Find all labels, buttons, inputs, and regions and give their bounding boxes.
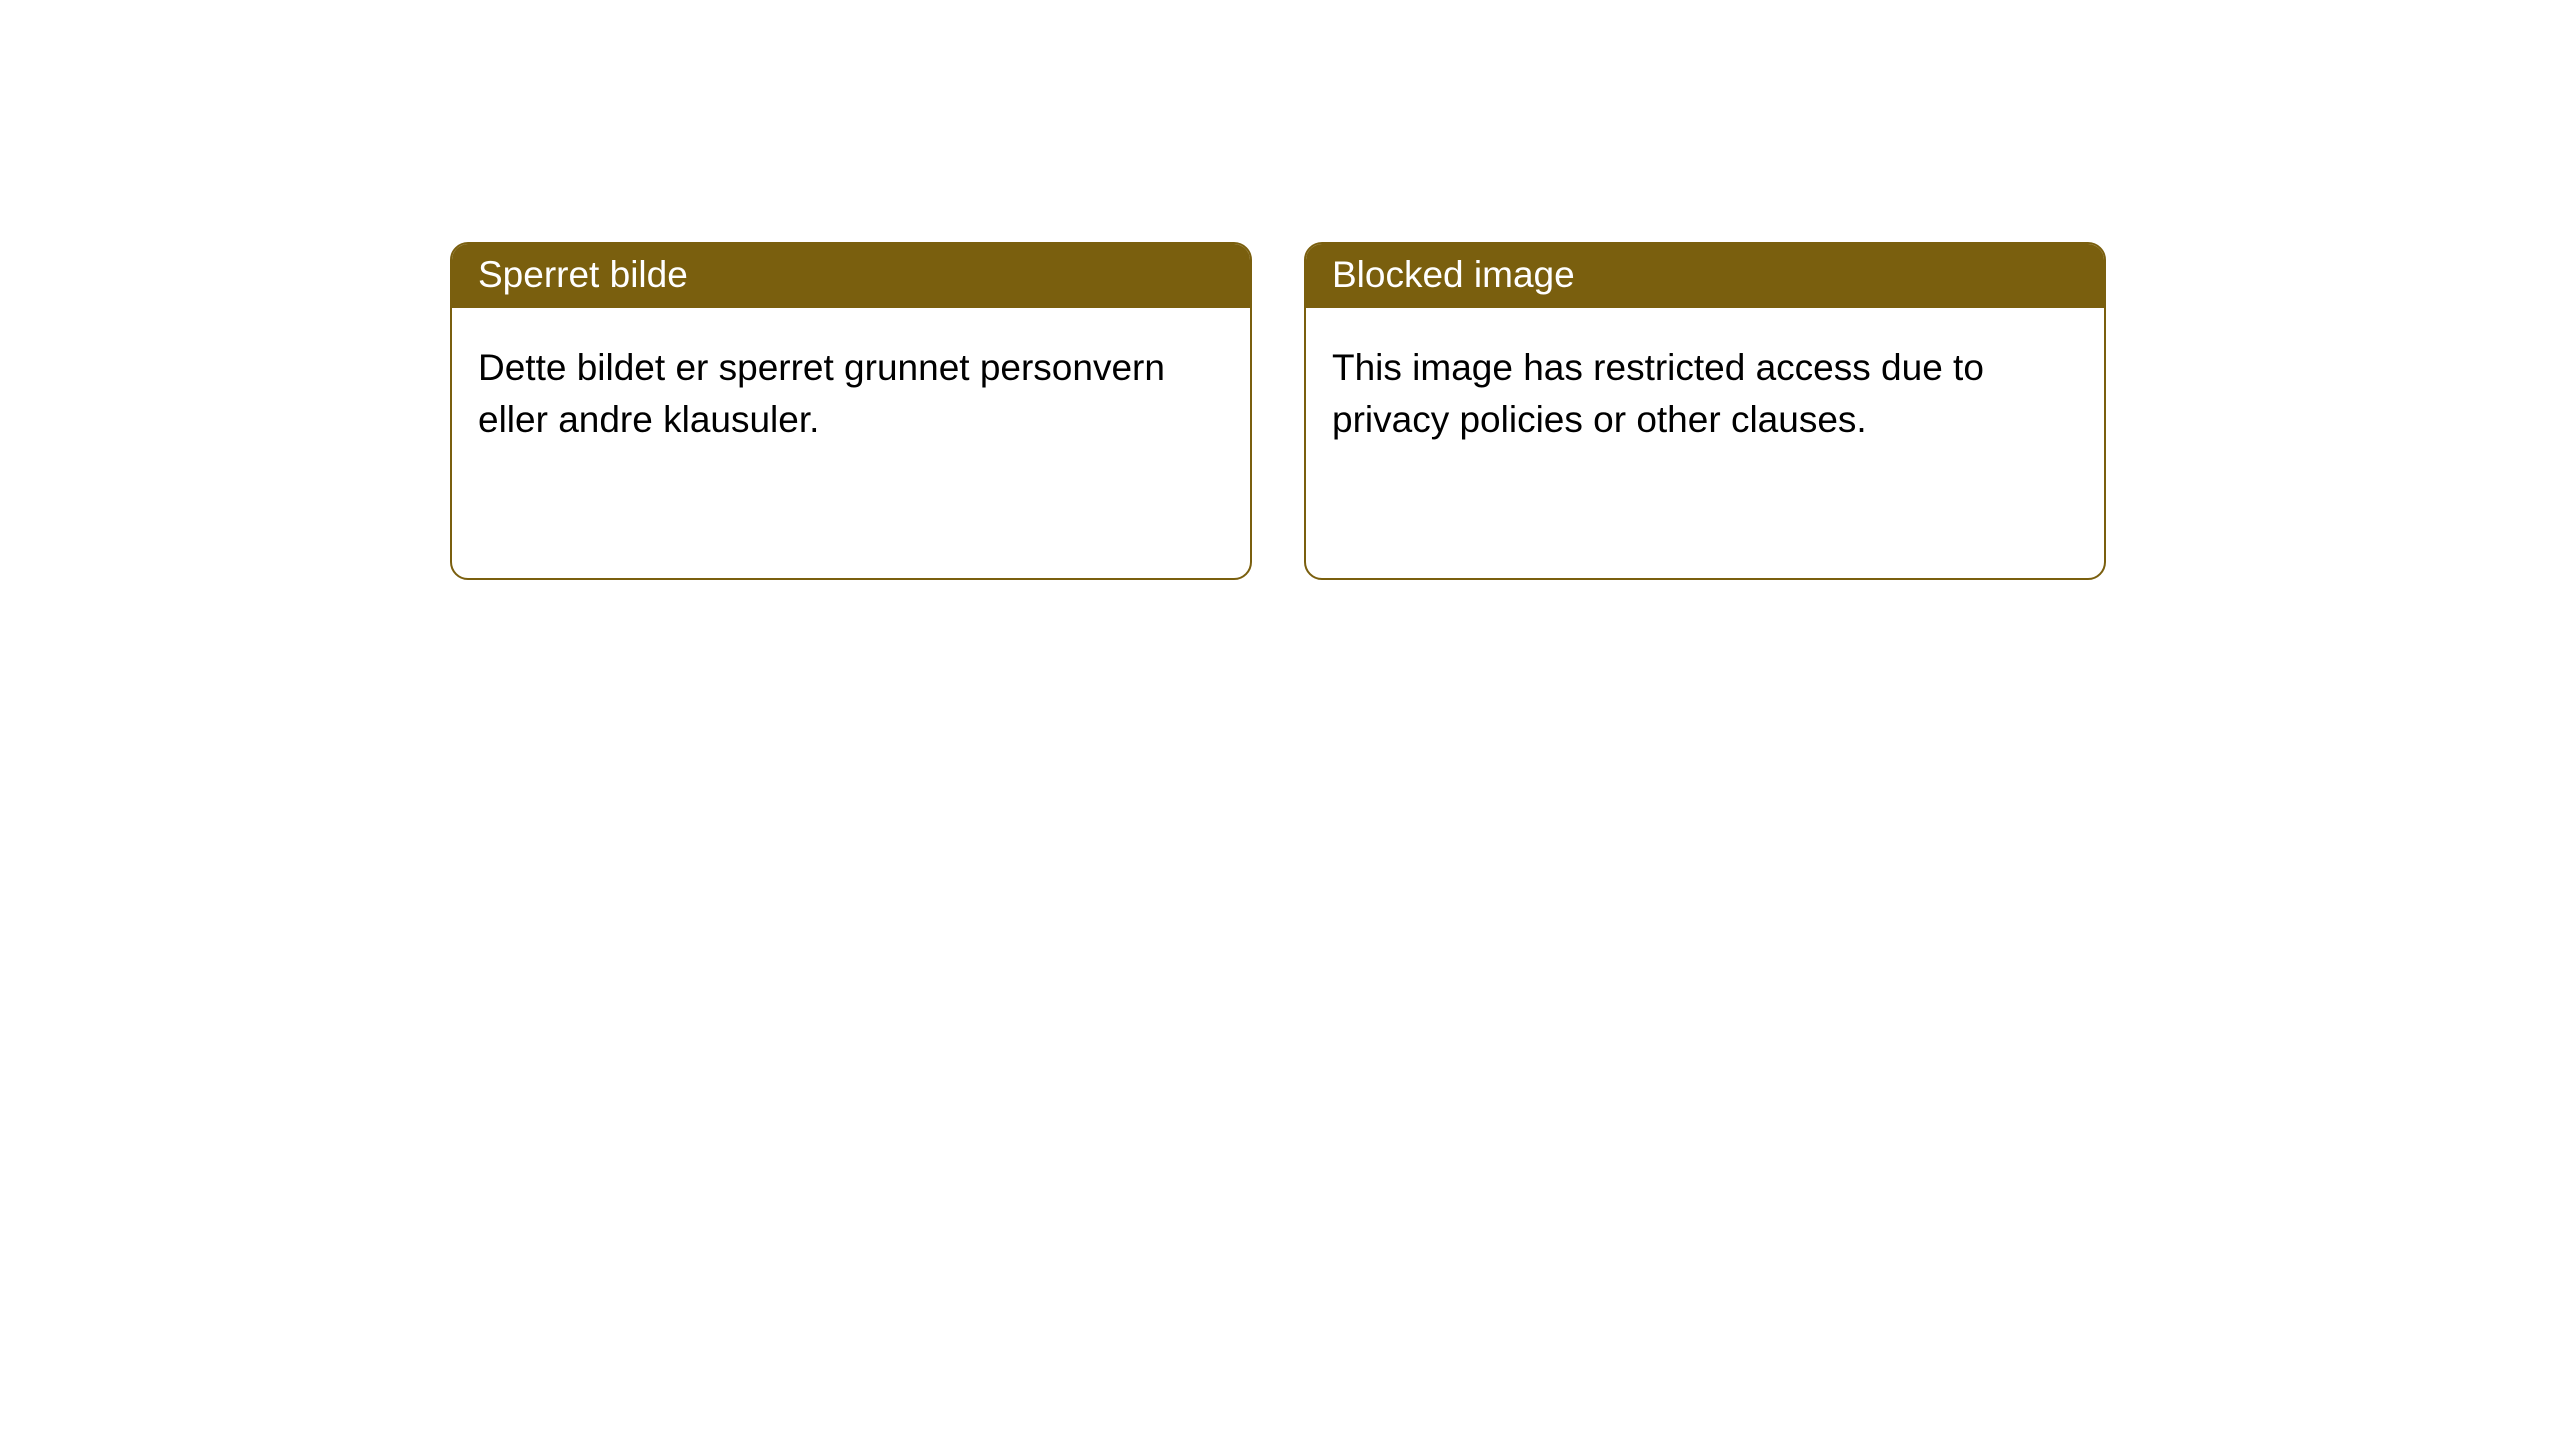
notice-body-norwegian: Dette bildet er sperret grunnet personve… [452,308,1250,578]
notice-title-norwegian: Sperret bilde [452,244,1250,308]
notice-body-english: This image has restricted access due to … [1306,308,2104,578]
notice-title-english: Blocked image [1306,244,2104,308]
notice-container: Sperret bilde Dette bildet er sperret gr… [0,0,2560,580]
notice-card-norwegian: Sperret bilde Dette bildet er sperret gr… [450,242,1252,580]
notice-card-english: Blocked image This image has restricted … [1304,242,2106,580]
